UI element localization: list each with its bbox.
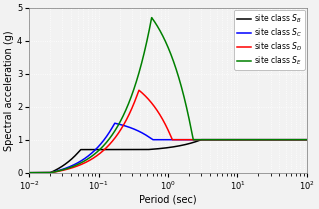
site class $S_C$ (76, 162, 79, 164)
site class $S_D$ (59, 169, 63, 172)
site class $S_D$ (137, 89, 141, 92)
site class $S_B$ (59, 166, 63, 168)
site class $S_E$ (146, 36, 150, 38)
Line: site class $S_C$: site class $S_C$ (29, 123, 307, 173)
site class $S_D$ (270, 138, 273, 141)
site class $S_C$ (146, 135, 150, 138)
site class $S_B$ (305, 138, 309, 141)
Line: site class $S_E$: site class $S_E$ (29, 18, 307, 173)
site class $S_E$ (150, 16, 153, 19)
site class $S_D$ (27, 171, 31, 174)
site class $S_B$ (300, 138, 303, 141)
site class $S_D$ (305, 138, 309, 141)
site class $S_E$ (27, 171, 31, 174)
site class $S_E$ (76, 163, 79, 166)
Y-axis label: Spectral acceleration (g): Spectral acceleration (g) (4, 30, 14, 150)
Line: site class $S_B$: site class $S_B$ (29, 140, 307, 173)
site class $S_D$ (76, 165, 79, 167)
site class $S_E$ (59, 169, 63, 172)
site class $S_C$ (305, 138, 309, 141)
site class $S_E$ (134, 82, 137, 85)
Line: site class $S_D$: site class $S_D$ (29, 90, 307, 173)
site class $S_B$ (270, 138, 273, 141)
site class $S_C$ (270, 138, 273, 141)
site class $S_C$ (27, 171, 31, 174)
site class $S_B$ (199, 138, 203, 141)
site class $S_B$ (76, 152, 79, 155)
site class $S_D$ (146, 97, 150, 100)
Legend: site class $S_B$, site class $S_C$, site class $S_D$, site class $S_E$: site class $S_B$, site class $S_C$, site… (234, 10, 305, 70)
site class $S_C$ (113, 122, 117, 125)
site class $S_B$ (134, 148, 137, 151)
site class $S_B$ (27, 171, 31, 174)
site class $S_D$ (300, 138, 303, 141)
site class $S_C$ (134, 129, 138, 131)
site class $S_B$ (146, 148, 150, 151)
X-axis label: Period (sec): Period (sec) (139, 195, 197, 205)
site class $S_D$ (134, 98, 137, 100)
site class $S_E$ (270, 138, 273, 141)
site class $S_E$ (300, 138, 303, 141)
site class $S_E$ (305, 138, 309, 141)
site class $S_C$ (59, 169, 63, 171)
site class $S_C$ (300, 138, 303, 141)
